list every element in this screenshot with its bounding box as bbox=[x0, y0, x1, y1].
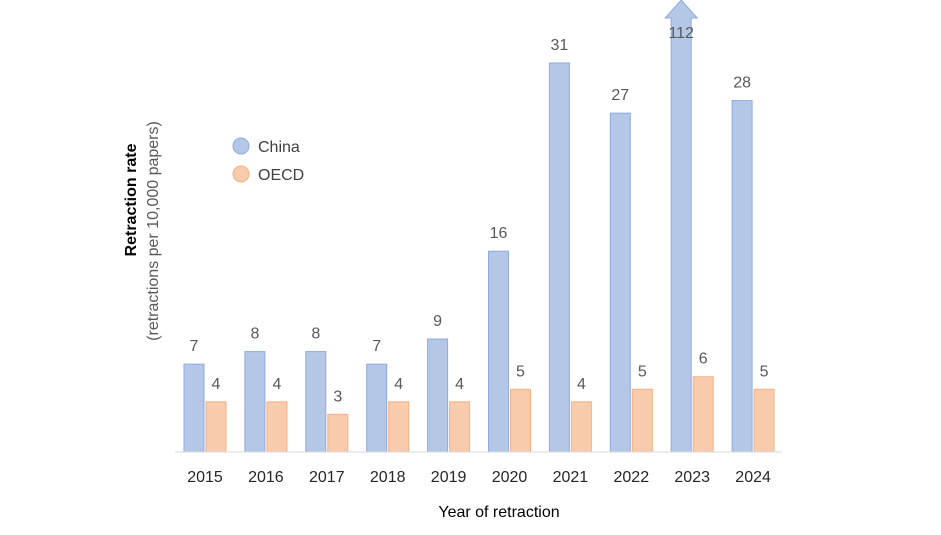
value-label-china-2017: 8 bbox=[311, 326, 320, 343]
bar-oecd-2019 bbox=[449, 401, 471, 453]
value-label-china-2021: 31 bbox=[551, 37, 569, 54]
bar-oecd-2022 bbox=[631, 388, 653, 453]
x-tick-label-2024: 2024 bbox=[735, 469, 771, 486]
bar-oecd-2020 bbox=[510, 388, 531, 453]
legend-swatch-oecd bbox=[232, 165, 250, 183]
bar-china-2023 bbox=[664, 0, 699, 453]
value-label-china-2016: 8 bbox=[250, 326, 259, 343]
value-label-oecd-2020: 5 bbox=[516, 363, 525, 380]
x-tick-label-2019: 2019 bbox=[431, 469, 467, 486]
legend-swatch-china bbox=[232, 137, 250, 155]
bar-oecd-2016 bbox=[266, 401, 288, 453]
bar-oecd-2021 bbox=[570, 401, 592, 453]
value-label-oecd-2021: 4 bbox=[577, 376, 586, 393]
value-label-china-2024: 28 bbox=[733, 75, 751, 92]
value-label-china-2020: 16 bbox=[490, 225, 508, 242]
bar-oecd-2015 bbox=[205, 401, 227, 453]
value-label-china-2018: 7 bbox=[372, 338, 381, 355]
x-tick-label-2022: 2022 bbox=[614, 469, 650, 486]
value-label-china-2022: 27 bbox=[611, 87, 629, 104]
bar-oecd-2023 bbox=[692, 376, 714, 453]
x-tick-label-2016: 2016 bbox=[248, 469, 284, 486]
x-tick-label-2021: 2021 bbox=[553, 469, 589, 486]
value-labels-group: 7 4 8 4 8 3 7 4 9 4 16 5 31 4 27 5 112 6 28 5 bbox=[190, 25, 769, 405]
x-tick-label-2018: 2018 bbox=[370, 469, 406, 486]
bar-oecd-2024 bbox=[753, 388, 775, 453]
bar-china-2021 bbox=[548, 62, 570, 453]
value-label-oecd-2024: 5 bbox=[760, 363, 769, 380]
value-label-oecd-2015: 4 bbox=[212, 376, 221, 393]
y-axis-title: Retraction rate bbox=[123, 143, 140, 256]
bar-china-2017 bbox=[305, 351, 327, 453]
value-label-china-2023: 112 bbox=[668, 25, 694, 42]
bar-oecd-2017 bbox=[327, 413, 349, 453]
x-tick-label-2020: 2020 bbox=[492, 469, 528, 486]
legend-label-china: China bbox=[258, 139, 300, 156]
bar-china-2016 bbox=[244, 351, 266, 453]
bar-china-2019 bbox=[427, 338, 449, 453]
y-axis-subtitle: (retractions per 10,000 papers) bbox=[145, 121, 162, 341]
value-label-oecd-2017: 3 bbox=[333, 388, 342, 405]
value-label-china-2019: 9 bbox=[433, 313, 442, 330]
value-label-oecd-2022: 5 bbox=[638, 363, 647, 380]
value-label-china-2015: 7 bbox=[190, 338, 199, 355]
value-label-oecd-2019: 4 bbox=[455, 376, 464, 393]
x-axis-title: Year of retraction bbox=[438, 504, 559, 521]
bar-china-2015 bbox=[183, 363, 205, 453]
value-label-oecd-2018: 4 bbox=[394, 376, 403, 393]
bar-china-2020 bbox=[488, 250, 509, 453]
x-tick-label-2017: 2017 bbox=[309, 469, 345, 486]
value-label-oecd-2023: 6 bbox=[699, 351, 708, 368]
x-tick-label-2015: 2015 bbox=[187, 469, 223, 486]
bar-china-2018 bbox=[366, 363, 388, 453]
bar-china-2024 bbox=[731, 100, 753, 453]
x-tick-labels: 2015 2016 2017 2018 2019 2020 2021 2022 2023 2024 bbox=[187, 469, 771, 486]
legend: China OECD bbox=[232, 137, 304, 184]
bar-oecd-2018 bbox=[388, 401, 410, 453]
legend-label-oecd: OECD bbox=[258, 167, 304, 184]
x-tick-label-2023: 2023 bbox=[674, 469, 710, 486]
bar-china-2022 bbox=[609, 112, 631, 453]
value-label-oecd-2016: 4 bbox=[272, 376, 281, 393]
